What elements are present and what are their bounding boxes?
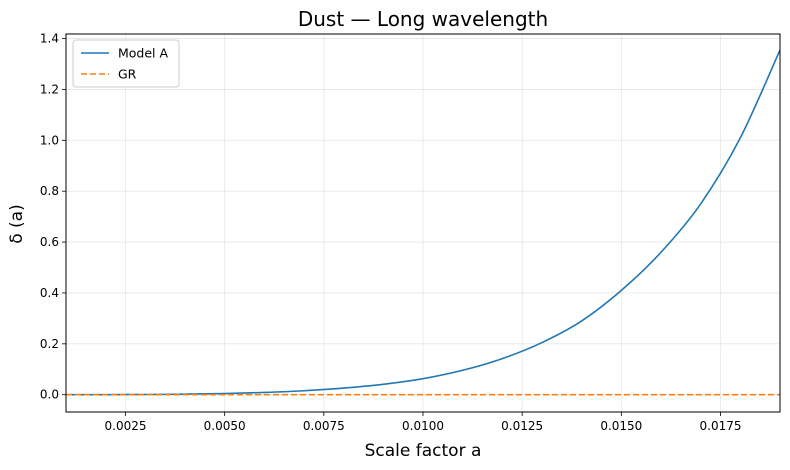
y-tick-label: 0.4: [40, 286, 59, 300]
legend-label: Model A: [118, 46, 169, 61]
plot-series: [66, 49, 780, 396]
x-axis-label: Scale factor a: [365, 441, 482, 461]
x-tick-label: 0.0125: [501, 419, 543, 433]
y-axis-ticks: 0.0 0.2 0.4 0.6 0.8 1.0 1.2 1.4: [40, 32, 66, 402]
y-tick-label: 0.2: [40, 337, 59, 351]
y-tick-label: 1.4: [40, 32, 59, 46]
x-tick-label: 0.0075: [303, 419, 345, 433]
y-tick-label: 0.6: [40, 235, 59, 249]
x-tick-label: 0.0175: [700, 419, 742, 433]
y-tick-label: 1.2: [40, 82, 59, 96]
y-tick-label: 1.0: [40, 133, 59, 147]
legend-box: [72, 39, 180, 88]
chart-title: Dust — Long wavelength: [298, 7, 548, 31]
x-tick-label: 0.0050: [204, 419, 246, 433]
y-tick-label: 0.0: [40, 388, 59, 402]
x-tick-label: 0.0025: [105, 419, 147, 433]
legend: Model A GR: [72, 39, 180, 88]
x-axis-ticks: 0.0025 0.0050 0.0075 0.0100 0.0125 0.0150 0.01…: [105, 412, 742, 433]
x-tick-label: 0.0150: [600, 419, 642, 433]
x-tick-label: 0.0100: [402, 419, 444, 433]
legend-label: GR: [118, 67, 137, 82]
y-axis-label: δ (a): [7, 204, 27, 244]
y-tick-label: 0.8: [40, 184, 59, 198]
